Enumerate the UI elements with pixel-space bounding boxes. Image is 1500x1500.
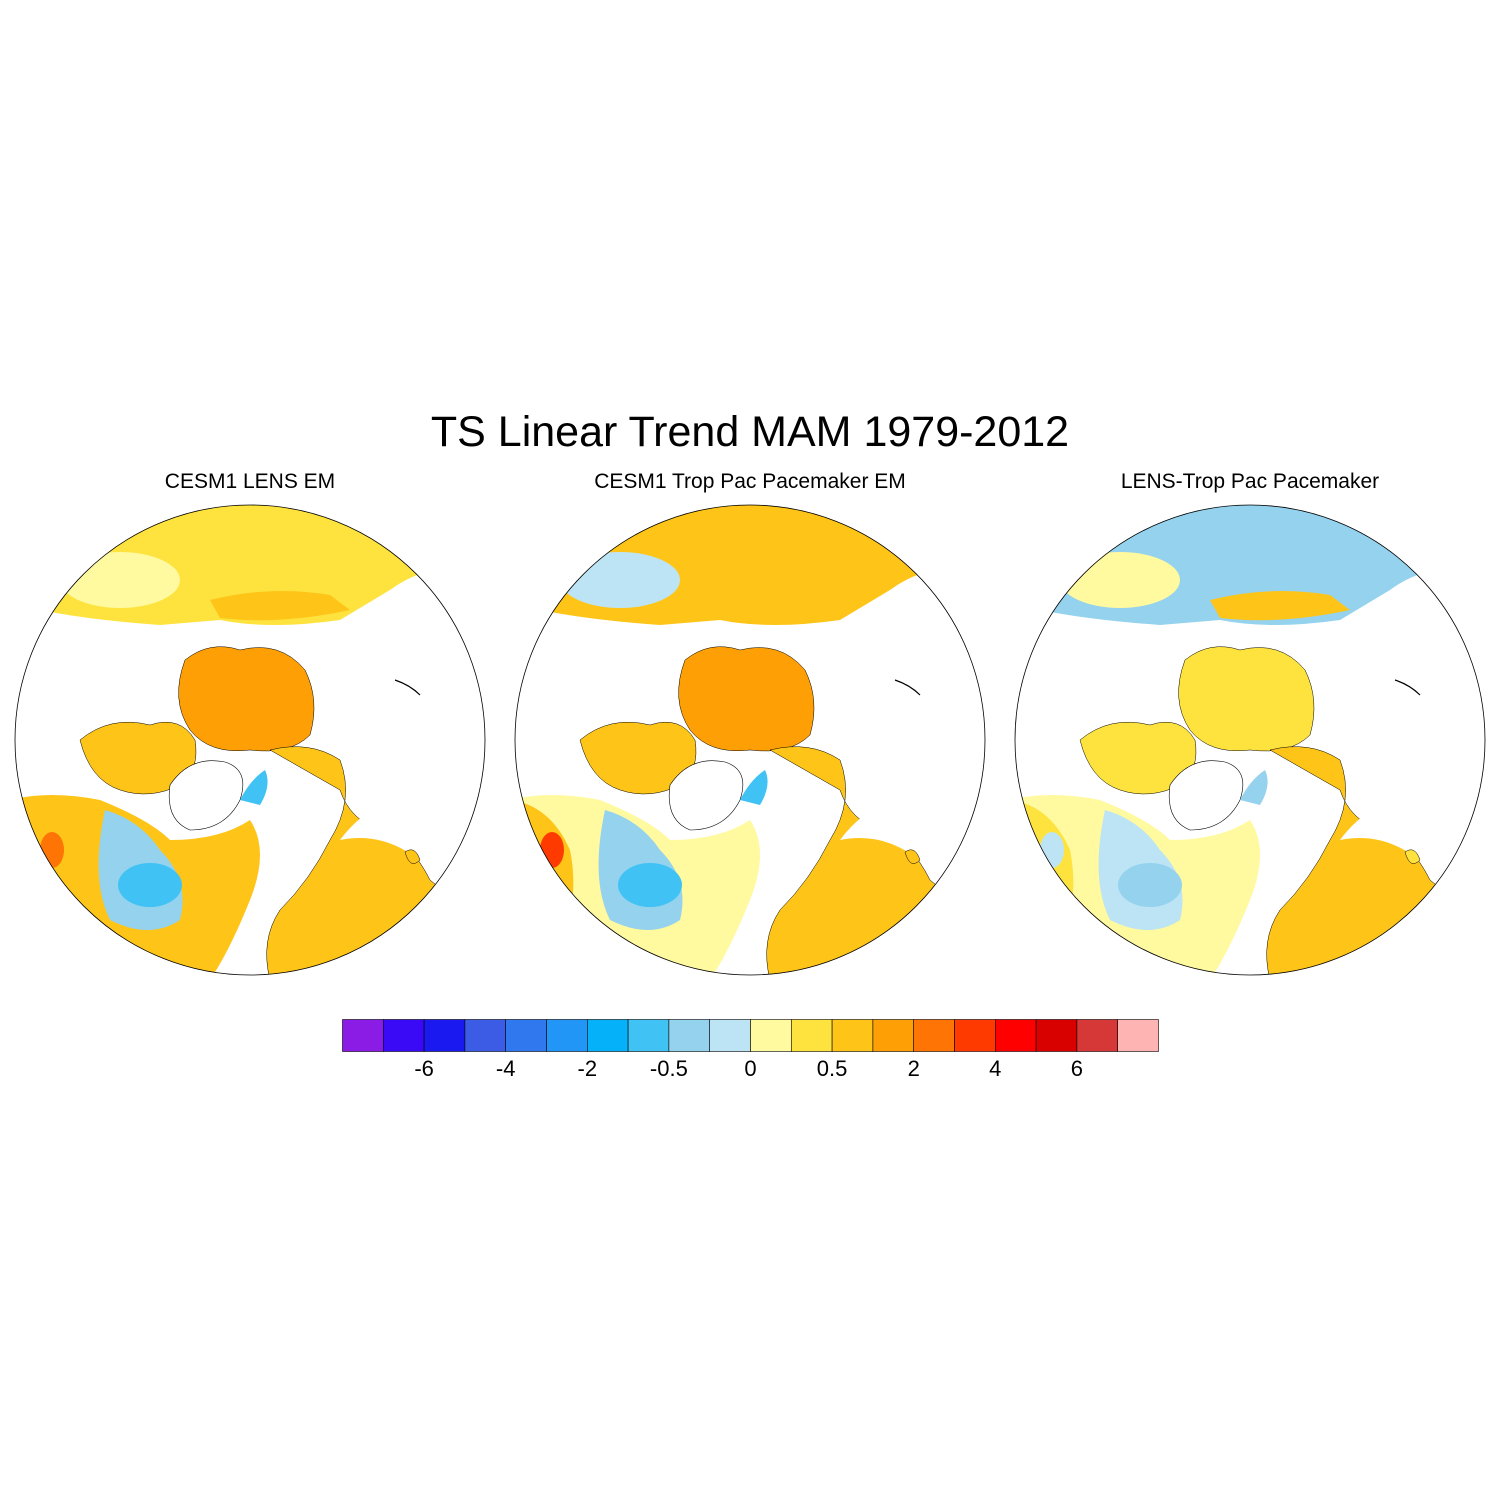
atlantic-cold-core	[1118, 863, 1182, 907]
island-outline	[1394, 679, 1421, 696]
colorbar	[342, 1019, 1159, 1052]
map-boundary	[514, 504, 986, 976]
colorbar-tick-label: -0.5	[649, 1056, 688, 1081]
chukchi-sector	[1210, 591, 1350, 621]
figure-title: TS Linear Trend MAM 1979-2012	[430, 408, 1070, 456]
map-boundary	[1014, 504, 1486, 976]
hot-spot	[540, 832, 564, 868]
chukchi-sector	[710, 591, 850, 621]
arctic-ocean	[678, 646, 815, 752]
colorbar-box	[750, 1019, 792, 1052]
colorbar-box	[872, 1019, 915, 1052]
colorbar-tick-label: 4	[989, 1056, 1002, 1081]
colorbar-tick-label: 6	[1070, 1056, 1084, 1081]
map-panel-trop-pac-pacemaker-em: CESM1 Trop Pac Pacemaker EM	[500, 470, 1000, 980]
colorbar-tick-label: 0.5	[816, 1056, 848, 1081]
colorbar-box	[1035, 1019, 1078, 1052]
colorbar-box	[627, 1019, 670, 1052]
island	[904, 849, 921, 864]
panel-title: CESM1 LENS EM	[164, 470, 336, 493]
colorbar-tick-label: -2	[577, 1056, 598, 1081]
panel-title: LENS-Trop Pac Pacemaker	[1120, 470, 1380, 493]
polar-map	[1014, 504, 1486, 976]
colorbar-box	[423, 1019, 466, 1052]
island-outline	[894, 679, 921, 696]
colorbar-box	[709, 1019, 751, 1052]
map-boundary	[14, 504, 486, 976]
polar-map	[14, 504, 486, 976]
colorbar-box	[546, 1019, 588, 1052]
atlantic-cold-core	[118, 863, 182, 907]
colorbar-box	[342, 1019, 384, 1052]
colorbar-box	[505, 1019, 547, 1052]
colorbar-box	[913, 1019, 955, 1052]
colorbar-tick-label: 0	[744, 1056, 757, 1081]
colorbar-box	[464, 1019, 507, 1052]
colorbar-tick-label: -6	[414, 1056, 434, 1081]
barents-cold-spot	[240, 770, 268, 805]
colorbar-box	[587, 1019, 629, 1052]
arctic-ocean	[1178, 646, 1315, 752]
colorbar-box	[831, 1019, 874, 1052]
colorbar-box	[790, 1019, 833, 1052]
map-panel-lens-minus-pacemaker: LENS-Trop Pac Pacemaker	[1000, 470, 1500, 980]
siberia-blank	[340, 777, 485, 870]
colorbar-tick-label: 2	[907, 1056, 920, 1081]
barents-cold-spot	[740, 770, 768, 805]
hot-spot	[40, 832, 64, 868]
colorbar-box	[994, 1019, 1037, 1052]
arctic-ocean	[178, 646, 315, 752]
map-panel-cesm1-lens-em: CESM1 LENS EM	[0, 470, 500, 980]
hot-spot	[1040, 832, 1064, 868]
island	[1404, 849, 1421, 864]
colorbar-box	[954, 1019, 996, 1052]
island	[404, 849, 421, 864]
barents-cold-spot	[1240, 770, 1268, 805]
colorbar-box	[1117, 1019, 1159, 1052]
chukchi-sector	[210, 591, 350, 621]
siberia-blank	[1340, 777, 1485, 870]
polar-map	[514, 504, 986, 976]
colorbar-box	[668, 1019, 710, 1052]
atlantic-cold-core	[618, 863, 682, 907]
colorbar-box	[1076, 1019, 1119, 1052]
panel-title: CESM1 Trop Pac Pacemaker EM	[594, 470, 906, 493]
colorbar-box	[382, 1019, 425, 1052]
siberia-blank	[840, 777, 985, 870]
colorbar-tick-label: -4	[495, 1056, 516, 1081]
island-outline	[394, 679, 421, 696]
